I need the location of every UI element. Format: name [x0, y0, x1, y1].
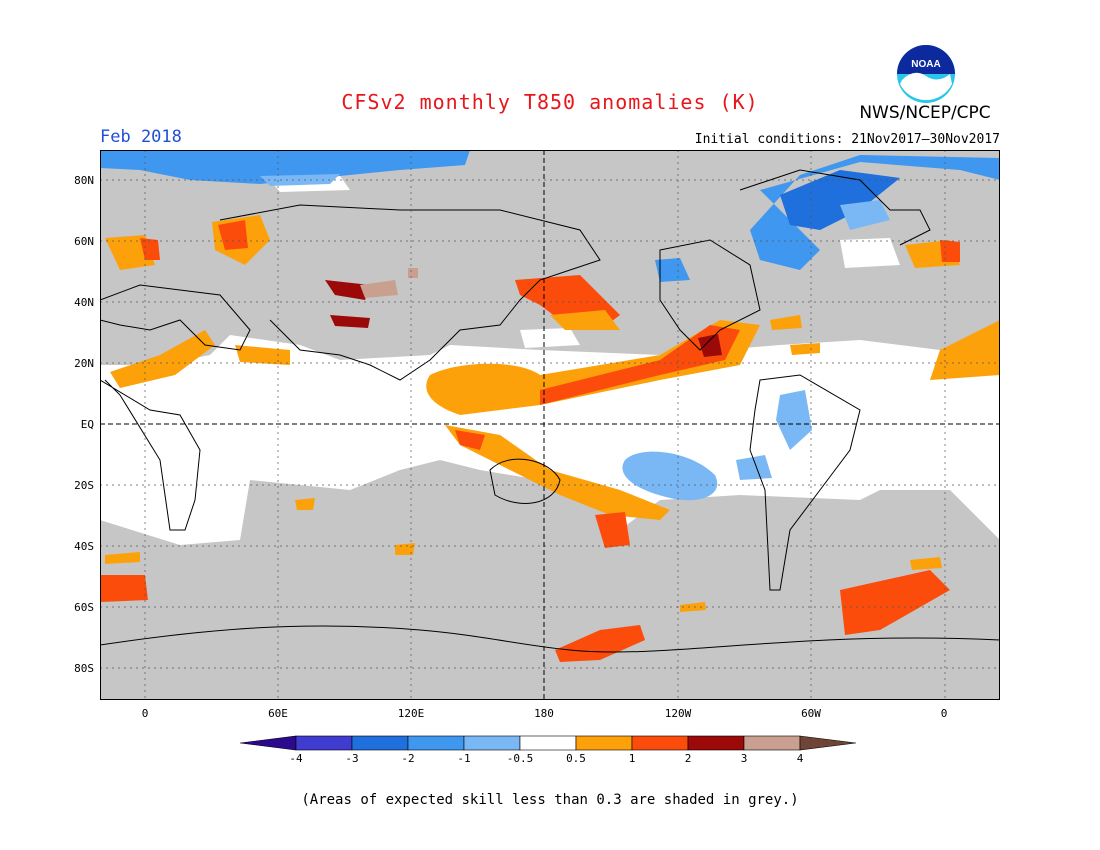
- canada-darkblue-core: [780, 170, 900, 230]
- arctic-blue-anomaly: [100, 150, 470, 184]
- lon-label: 120E: [397, 707, 425, 720]
- antarctic-warm-anomaly: [555, 625, 645, 662]
- colorbar-label: -3: [345, 752, 359, 765]
- initial-conditions: Initial conditions: 21Nov2017–30Nov2017: [694, 132, 1000, 147]
- colorbar-label: -0.5: [506, 752, 534, 765]
- colorbar-label: 0.5: [566, 752, 586, 765]
- colorbar-min-arrow: [240, 735, 297, 751]
- south-pacific-blue-anomaly: [622, 451, 718, 501]
- colorbar-label: -4: [289, 752, 303, 765]
- mexico-darkred-core: [698, 334, 722, 357]
- east-pacific-red-anomaly: [540, 325, 740, 405]
- south-atlantic-warm-anomaly-east: [840, 570, 950, 635]
- agency-label: NWS/NCEP/CPC: [859, 103, 991, 123]
- forecast-month: Feb 2018: [100, 127, 182, 147]
- canada-blue-anomaly: [750, 155, 1000, 270]
- colorbar-cell: [407, 735, 465, 751]
- colorbar-label: 1: [628, 752, 636, 765]
- colorbar-cell: [463, 735, 521, 751]
- lat-label: EQ: [80, 418, 94, 431]
- white-patch-north-pacific: [520, 328, 580, 348]
- south-atlantic-warm-anomaly: [100, 575, 148, 602]
- russia-red-core: [218, 220, 248, 250]
- west-pacific-south-warm-anomaly: [445, 425, 670, 520]
- colorbar-cell: [631, 735, 689, 751]
- amazon-blue-anomaly: [776, 390, 812, 450]
- lat-label: 40S: [74, 540, 94, 553]
- graticule: [100, 150, 1000, 700]
- lat-label: 80N: [74, 174, 94, 187]
- colorbar-label: -2: [401, 752, 415, 765]
- arabia-warm-anomaly: [235, 345, 290, 365]
- lat-label: 20N: [74, 357, 94, 370]
- alaska-blue-anomaly: [655, 258, 690, 282]
- colorbar: [240, 735, 857, 751]
- lon-label: 120W: [664, 707, 692, 720]
- colorbar-label: 2: [684, 752, 692, 765]
- lat-label: 80S: [74, 662, 94, 675]
- east-atlantic-red-core: [940, 240, 960, 262]
- central-asia-brown-anomaly: [360, 268, 418, 298]
- south-pacific-red-anomaly: [455, 430, 630, 548]
- east-atlantic-warm-anomaly: [905, 240, 1000, 380]
- lon-label: 180: [534, 707, 554, 720]
- lon-label: 60E: [268, 707, 288, 720]
- tropical-white-region: [100, 335, 1000, 545]
- colorbar-cell: [575, 735, 633, 751]
- lat-label: 40N: [74, 296, 94, 309]
- north-pacific-orange-edge: [550, 310, 620, 330]
- colorbar-cell: [351, 735, 409, 751]
- canada-lightblue-edge: [840, 200, 890, 230]
- colorbar-label: -1: [457, 752, 471, 765]
- coastlines: [100, 169, 1000, 653]
- skill-footnote: (Areas of expected skill less than 0.3 a…: [301, 792, 799, 808]
- central-asia-darkred-anomaly: [325, 280, 370, 328]
- colorbar-cell: [295, 735, 353, 751]
- lon-label: 60W: [801, 707, 821, 720]
- lon-label: 0: [940, 707, 948, 720]
- logo-text: NOAA: [911, 59, 940, 70]
- colorbar-max-arrow: [799, 735, 857, 751]
- lon-label: 0: [141, 707, 149, 720]
- reference-lines: [100, 150, 1000, 700]
- white-patch-arctic: [270, 176, 900, 268]
- anomaly-map: [100, 150, 1000, 700]
- lat-label: 60N: [74, 235, 94, 248]
- map-frame: [100, 150, 1000, 700]
- lat-label: 60S: [74, 601, 94, 614]
- chart-title: CFSv2 monthly T850 anomalies (K): [341, 90, 759, 114]
- south-america-blue-anomaly: [736, 455, 772, 480]
- colorbar-label: 4: [796, 752, 804, 765]
- europe-warm-anomaly-west-red: [140, 238, 160, 260]
- west-africa-warm-anomaly: [110, 330, 215, 388]
- noaa-logo: NOAA: [897, 45, 955, 103]
- colorbar-cell: [687, 735, 745, 751]
- colorbar-label: 3: [740, 752, 748, 765]
- lat-label: 20S: [74, 479, 94, 492]
- colorbar-cell: [743, 735, 801, 751]
- equatorial-pacific-warm-band: [426, 320, 760, 415]
- colorbar-cell: [519, 735, 577, 751]
